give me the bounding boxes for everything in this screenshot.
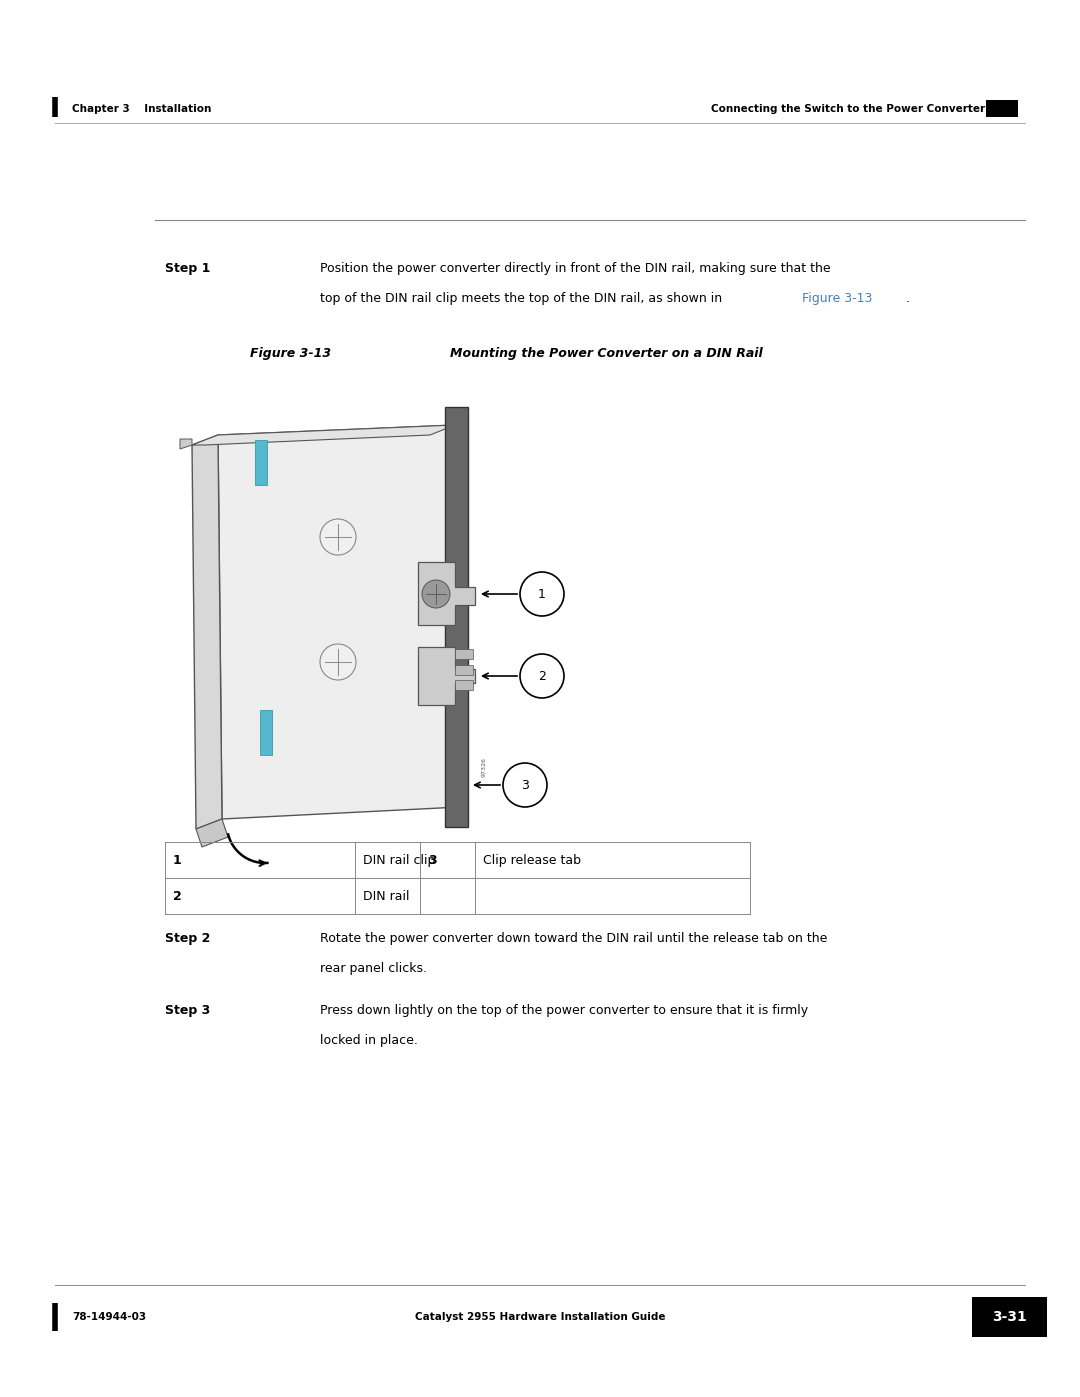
Polygon shape bbox=[192, 425, 455, 446]
Polygon shape bbox=[418, 562, 475, 624]
Text: 2: 2 bbox=[173, 890, 181, 902]
Circle shape bbox=[503, 763, 546, 807]
FancyBboxPatch shape bbox=[972, 1296, 1047, 1337]
Text: 78-14944-03: 78-14944-03 bbox=[72, 1312, 146, 1322]
Text: Clip release tab: Clip release tab bbox=[483, 854, 581, 866]
Text: 3: 3 bbox=[521, 778, 529, 792]
Text: 1: 1 bbox=[173, 854, 181, 866]
Text: Connecting the Switch to the Power Converter: Connecting the Switch to the Power Conve… bbox=[711, 103, 985, 115]
Text: DIN rail: DIN rail bbox=[363, 890, 409, 902]
Text: 3-31: 3-31 bbox=[993, 1310, 1027, 1324]
FancyBboxPatch shape bbox=[455, 650, 473, 659]
Text: Step 2: Step 2 bbox=[165, 932, 211, 944]
Text: Position the power converter directly in front of the DIN rail, making sure that: Position the power converter directly in… bbox=[320, 263, 831, 275]
Circle shape bbox=[320, 644, 356, 680]
FancyBboxPatch shape bbox=[445, 407, 468, 827]
Circle shape bbox=[422, 580, 450, 608]
Text: locked in place.: locked in place. bbox=[320, 1034, 418, 1046]
Text: Chapter 3    Installation: Chapter 3 Installation bbox=[72, 103, 212, 115]
Text: Figure 3-13: Figure 3-13 bbox=[802, 292, 873, 305]
Text: Rotate the power converter down toward the DIN rail until the release tab on the: Rotate the power converter down toward t… bbox=[320, 932, 827, 944]
Text: top of the DIN rail clip meets the top of the DIN rail, as shown in: top of the DIN rail clip meets the top o… bbox=[320, 292, 726, 305]
Polygon shape bbox=[418, 647, 475, 705]
Text: DIN rail clip: DIN rail clip bbox=[363, 854, 435, 866]
Text: 3: 3 bbox=[428, 854, 436, 866]
Circle shape bbox=[320, 520, 356, 555]
Circle shape bbox=[519, 571, 564, 616]
Text: Step 3: Step 3 bbox=[165, 1004, 211, 1017]
Polygon shape bbox=[218, 425, 460, 819]
FancyBboxPatch shape bbox=[260, 710, 272, 754]
Text: Figure 3-13: Figure 3-13 bbox=[249, 346, 332, 360]
Text: 97326: 97326 bbox=[482, 757, 487, 777]
Text: Step 1: Step 1 bbox=[165, 263, 211, 275]
Polygon shape bbox=[195, 819, 228, 847]
Text: Mounting the Power Converter on a DIN Rail: Mounting the Power Converter on a DIN Ra… bbox=[450, 346, 762, 360]
FancyBboxPatch shape bbox=[455, 680, 473, 690]
Text: 1: 1 bbox=[538, 588, 545, 601]
Polygon shape bbox=[192, 434, 222, 828]
Polygon shape bbox=[180, 439, 192, 448]
Text: 2: 2 bbox=[538, 669, 545, 683]
Text: Press down lightly on the top of the power converter to ensure that it is firmly: Press down lightly on the top of the pow… bbox=[320, 1004, 808, 1017]
FancyBboxPatch shape bbox=[255, 440, 267, 485]
Text: Catalyst 2955 Hardware Installation Guide: Catalyst 2955 Hardware Installation Guid… bbox=[415, 1312, 665, 1322]
FancyBboxPatch shape bbox=[986, 101, 1018, 117]
Circle shape bbox=[519, 654, 564, 698]
Text: rear panel clicks.: rear panel clicks. bbox=[320, 963, 427, 975]
Text: .: . bbox=[906, 292, 910, 305]
FancyBboxPatch shape bbox=[455, 665, 473, 675]
